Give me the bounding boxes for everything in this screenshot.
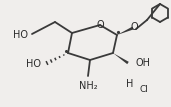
Text: NH₂: NH₂ <box>79 81 97 91</box>
Text: H: H <box>126 79 134 89</box>
Text: O: O <box>130 22 138 32</box>
Polygon shape <box>113 53 129 64</box>
Text: HO: HO <box>26 59 41 69</box>
Text: OH: OH <box>135 58 150 68</box>
Text: HO: HO <box>13 30 28 40</box>
Text: O: O <box>96 20 104 30</box>
Text: Cl: Cl <box>140 85 149 94</box>
Polygon shape <box>117 27 134 35</box>
